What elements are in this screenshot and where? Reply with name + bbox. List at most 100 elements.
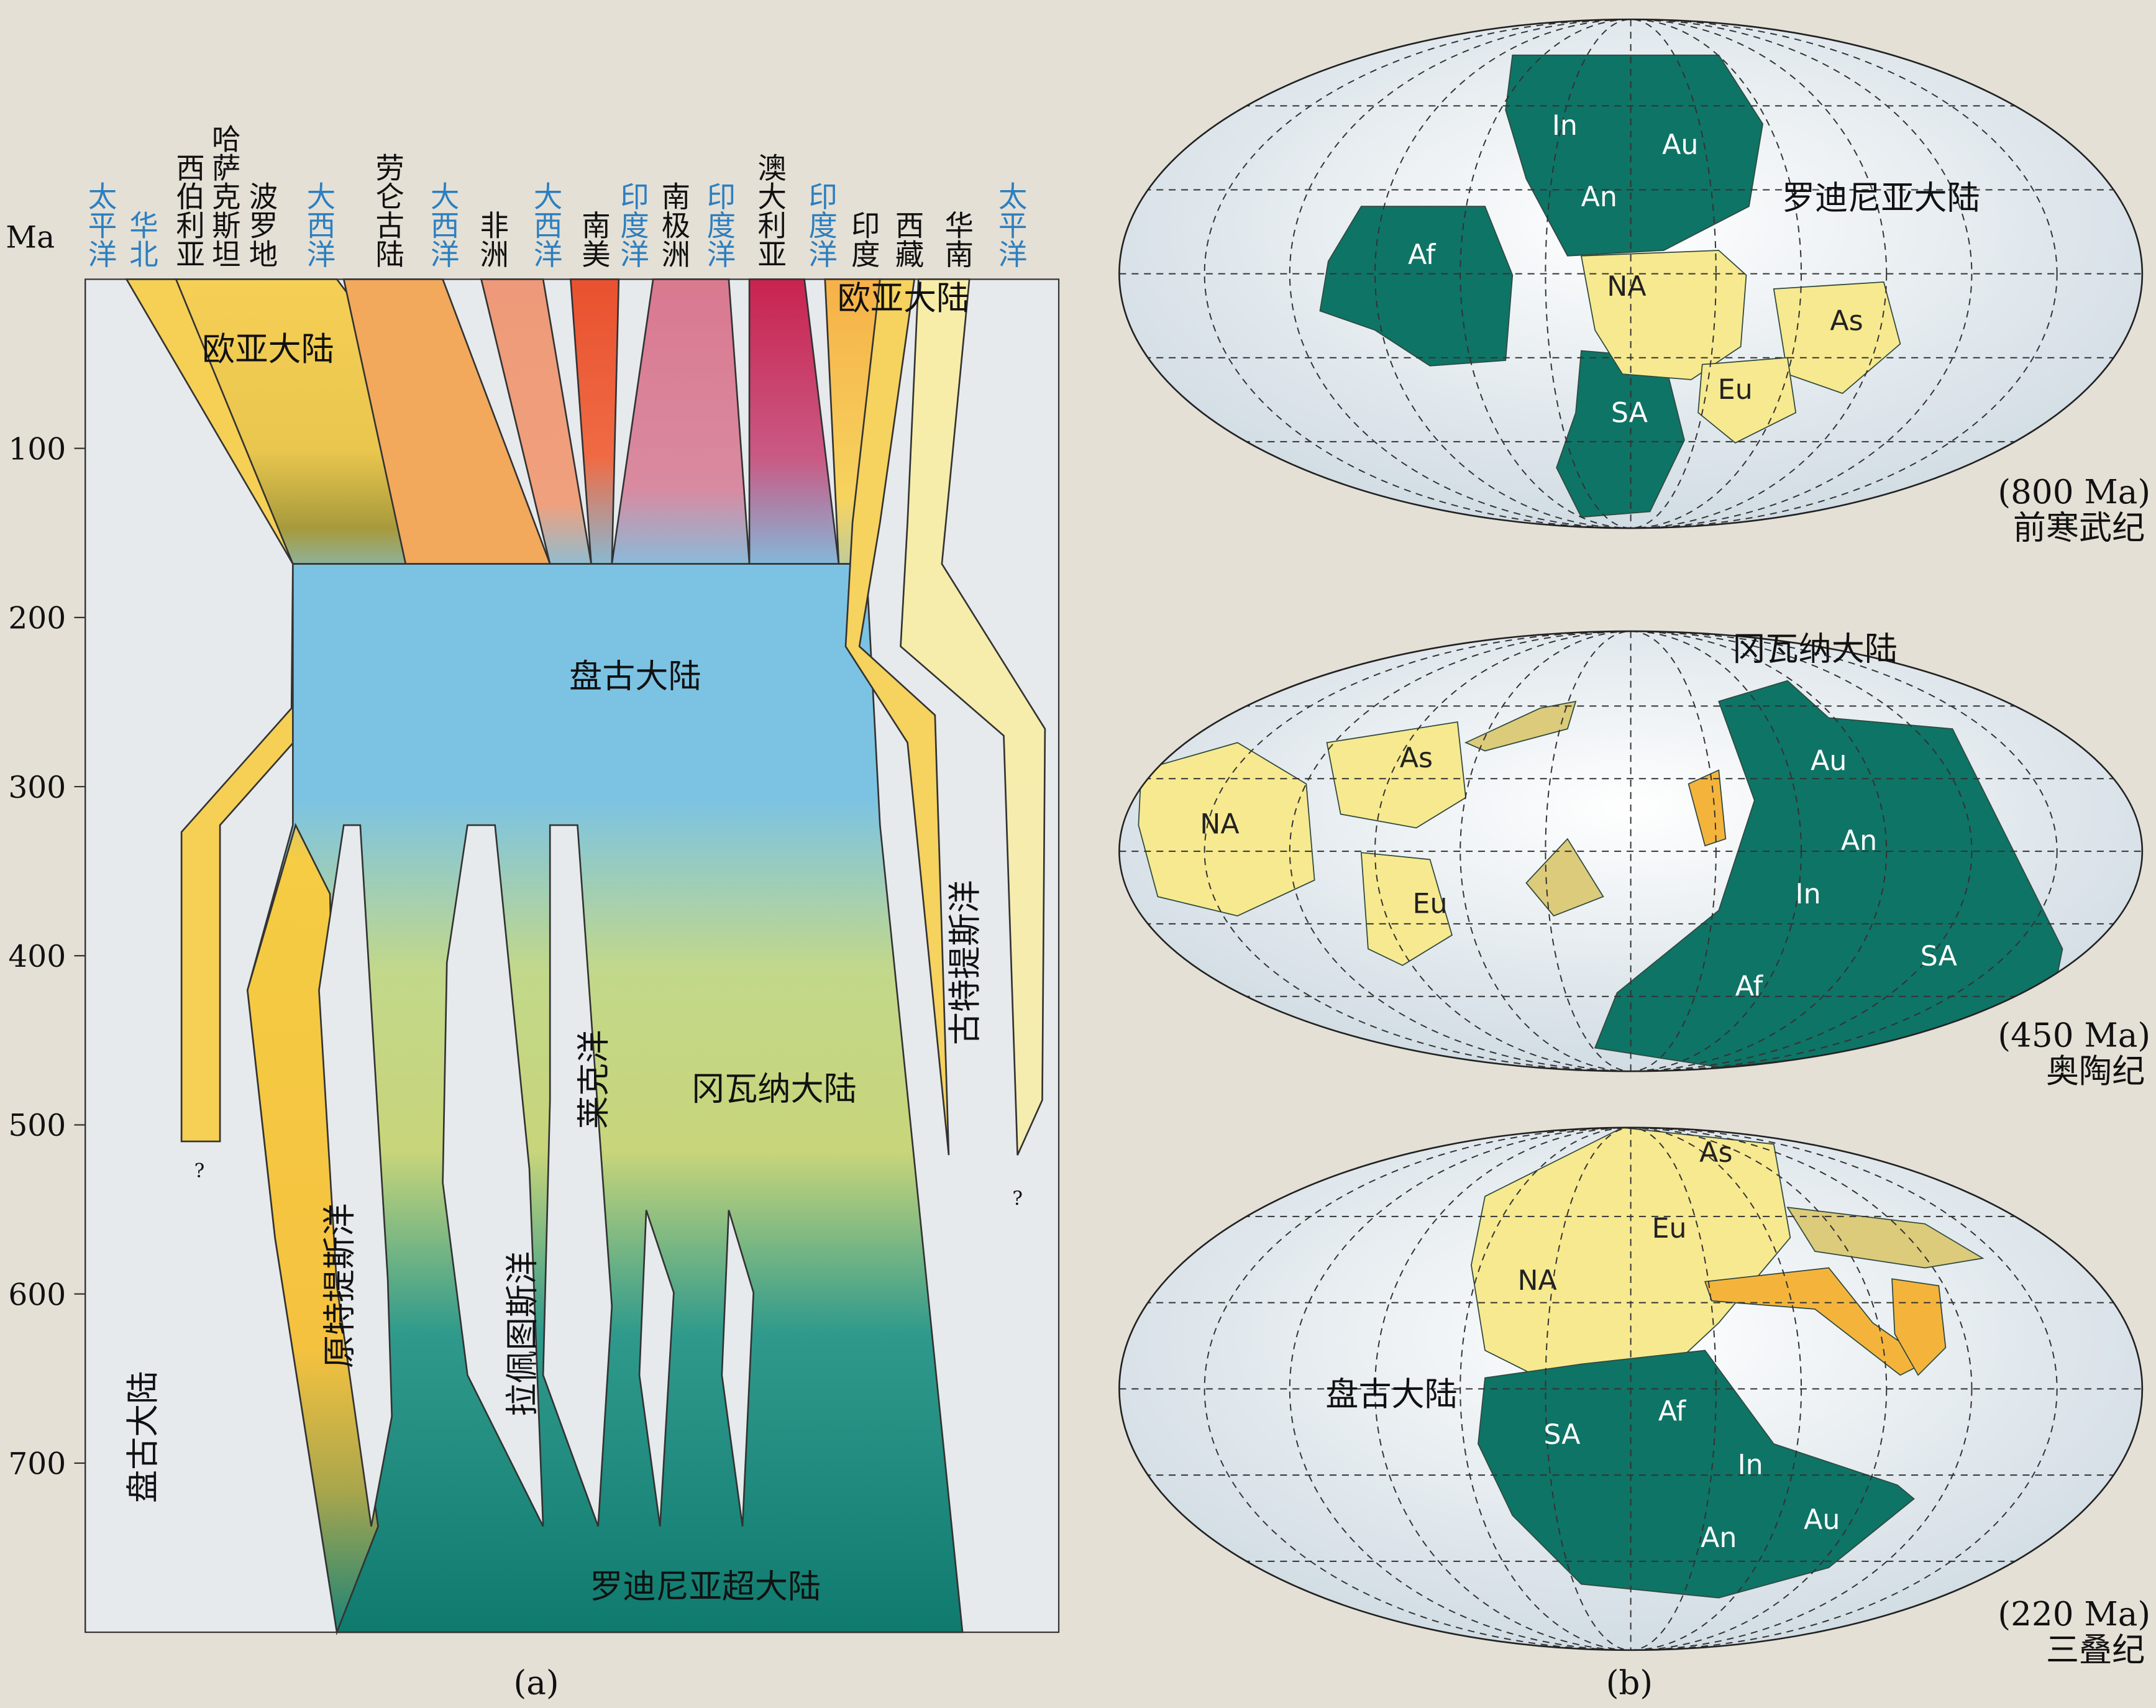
continent-label: An — [1841, 825, 1877, 857]
column-header: 印度洋 — [702, 181, 736, 268]
column-header: 印度洋 — [616, 181, 649, 268]
y-tick-label: 400 — [8, 939, 66, 974]
continent-label: Au — [1811, 746, 1847, 777]
continent-label: In — [1796, 879, 1821, 910]
era-label: 奥陶纪 — [2046, 1052, 2145, 1090]
band-south-china — [900, 278, 1046, 1156]
era-label: 三叠纪 — [2046, 1631, 2145, 1669]
continent-label: Au — [1804, 1504, 1840, 1536]
maps: In Au An Af NA As Eu SA 罗迪尼亚大陆 (800 Ma)前寒武纪 As NA Eu… — [1118, 18, 2150, 1669]
continent-label: NA — [1517, 1265, 1556, 1297]
column-header: 西藏 — [891, 211, 925, 268]
continent-shape — [1464, 700, 1577, 752]
column-header: 劳仑古陆 — [371, 153, 404, 268]
column-header: 华北 — [125, 211, 158, 268]
meridian — [1204, 631, 2058, 1072]
age-label: (450 Ma) — [1998, 1016, 2150, 1054]
continent-shape — [1138, 742, 1315, 917]
continent-label: Au — [1662, 129, 1698, 161]
meridian — [1545, 19, 1717, 529]
meridian — [1289, 1127, 1973, 1650]
continent-label: An — [1581, 181, 1617, 213]
column-header: 非洲 — [475, 211, 509, 268]
continent-shape — [1786, 1207, 1985, 1269]
column-header: 华南 — [940, 211, 974, 268]
ocean-gap — [721, 1210, 755, 1527]
age-label: (220 Ma) — [1998, 1595, 2150, 1633]
continent-shape — [1688, 769, 1727, 847]
continent-shape — [1478, 1350, 1915, 1599]
bands — [125, 278, 1046, 1636]
column-header: 印度 — [847, 211, 880, 268]
region-label: 罗迪尼亚超大陆 — [590, 1568, 821, 1606]
question-mark: ? — [1012, 1187, 1023, 1210]
continent-label: Af — [1735, 970, 1764, 1002]
continent-shape — [1697, 357, 1797, 444]
question-mark: ? — [194, 1160, 205, 1182]
column-header: 澳大利亚 — [753, 153, 787, 268]
meridian — [1374, 631, 1888, 1072]
continent-label: SA — [1921, 941, 1957, 972]
band-tibet — [844, 278, 950, 1156]
column-header: 南极洲 — [657, 181, 690, 268]
continent-label: In — [1552, 110, 1578, 142]
ocean-label: 古特提斯洋 — [946, 880, 984, 1046]
meridian — [1374, 19, 1888, 529]
ocean-proto-tethys — [318, 824, 393, 1527]
meridian — [1545, 1127, 1717, 1650]
region-label: 盘古大陆 — [569, 657, 701, 696]
caption: (b) — [1606, 1664, 1653, 1702]
column-header: 波罗地 — [244, 181, 278, 268]
column-header: 太平洋 — [994, 181, 1028, 268]
meridian — [1545, 631, 1717, 1072]
y-tick-label: 300 — [8, 770, 66, 805]
ocean-label: 原特提斯洋 — [320, 1203, 359, 1369]
region-label: 欧亚大陆 — [202, 330, 334, 368]
supercontinent-label: 冈瓦纳大陆 — [1732, 629, 1898, 668]
column-header: 印度洋 — [804, 181, 838, 268]
meridian — [1459, 1127, 1802, 1650]
continent-label: Af — [1408, 239, 1437, 271]
continent-label: Eu — [1652, 1213, 1687, 1244]
age-label: (800 Ma) — [1998, 473, 2150, 511]
globe-outline — [1118, 630, 2144, 1072]
y-tick-label: 100 — [8, 432, 66, 467]
continent-label: SA — [1611, 398, 1648, 429]
continent-label: As — [1830, 305, 1863, 337]
meridian — [1289, 631, 1973, 1072]
meridian — [1459, 631, 1802, 1072]
region-label: 盘古大陆 — [124, 1371, 162, 1503]
supercontinent-label: 盘古大陆 — [1325, 1375, 1457, 1413]
continent-label: Eu — [1413, 888, 1448, 920]
y-axis-label: Ma — [6, 221, 55, 255]
meridian — [1204, 19, 2058, 529]
column-header: 太平洋 — [84, 181, 117, 268]
column-header: 西伯利亚 — [171, 153, 205, 268]
globe-outline — [1118, 1126, 2144, 1651]
ocean-rheic — [542, 824, 613, 1527]
ocean-iapetus — [442, 824, 544, 1527]
meridian — [1204, 1127, 2058, 1650]
y-tick-label: 700 — [8, 1447, 66, 1482]
column-header: 南美 — [577, 211, 611, 268]
era-label: 前寒武纪 — [2013, 509, 2145, 547]
continent-label: As — [1400, 742, 1433, 774]
meridian — [1459, 19, 1802, 529]
globe-content — [1119, 631, 2142, 1072]
continent-label: SA — [1543, 1419, 1580, 1451]
supercontinent-label: 罗迪尼亚大陆 — [1782, 179, 1980, 217]
globe-outline — [1118, 18, 2144, 529]
ocean-label: 拉佩图斯洋 — [503, 1251, 542, 1417]
continent-label: NA — [1200, 808, 1239, 840]
region-label: 冈瓦纳大陆 — [692, 1070, 857, 1108]
continent-label: An — [1701, 1522, 1737, 1554]
region-label: 欧亚大陆 — [838, 279, 969, 317]
meridian — [1374, 1127, 1888, 1650]
continent-shape — [1360, 852, 1453, 966]
column-header: 大西洋 — [302, 181, 336, 268]
ocean-label: 莱克洋 — [575, 1030, 613, 1129]
meridian — [1289, 19, 1973, 529]
column-header: 大西洋 — [529, 181, 563, 268]
continent-shape — [1525, 838, 1604, 917]
